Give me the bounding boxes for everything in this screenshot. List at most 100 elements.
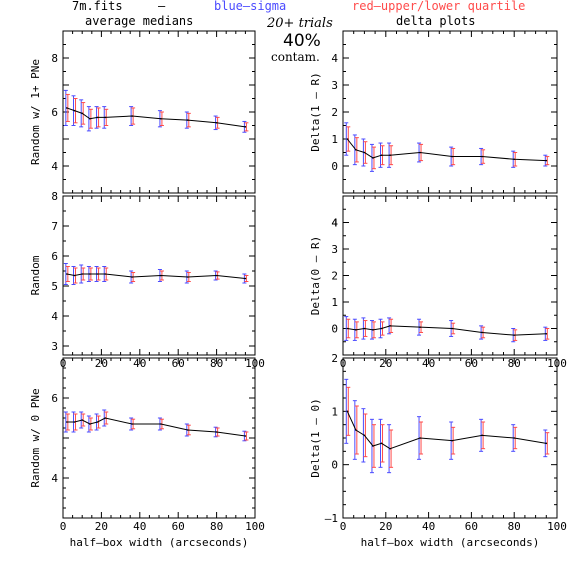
header-dash: –: [158, 0, 166, 13]
y-tick-label: 3: [51, 340, 58, 353]
data-point: [131, 115, 133, 117]
y-tick-label: 7: [51, 220, 58, 233]
blue-legend-label: blue–sigma: [214, 0, 287, 13]
y-tick-label: 6: [51, 392, 58, 405]
y-tick-label: 1: [331, 296, 338, 309]
x-tick-label: 0: [340, 520, 347, 533]
x-tick-label: 80: [210, 520, 223, 533]
data-point: [104, 273, 107, 275]
y-tick-label: 2: [331, 352, 338, 365]
data-point: [104, 116, 107, 119]
y-tick-label: 8: [51, 190, 58, 203]
data-point: [215, 431, 218, 433]
x-tick-label: 20: [379, 520, 392, 533]
data-point: [81, 112, 83, 115]
y-axis-label: Random: [29, 255, 42, 295]
y-axis-label: Delta(1 – R): [309, 72, 322, 151]
percent-label: 40%: [283, 31, 321, 51]
data-point: [380, 327, 383, 330]
data-point: [66, 421, 68, 423]
median-line: [66, 417, 246, 437]
y-tick-label: 1: [331, 405, 338, 418]
x-tick-label: 60: [465, 520, 478, 533]
data-point: [389, 325, 391, 327]
data-point: [244, 126, 247, 128]
y-tick-label: 6: [51, 250, 58, 263]
data-point: [363, 151, 366, 154]
y-tick-label: 6: [51, 106, 58, 119]
data-point: [380, 154, 383, 156]
trials-label: 20+ trials: [267, 16, 333, 31]
y-tick-label: 4: [331, 217, 338, 230]
data-point: [419, 437, 421, 439]
right-column-title: delta plots: [396, 14, 476, 28]
median-line: [66, 273, 246, 279]
data-point: [513, 437, 515, 439]
data-point: [363, 327, 366, 330]
data-point: [187, 119, 189, 121]
x-tick-label: 40: [133, 520, 146, 533]
y-axis-label: Delta(0 – R): [309, 236, 322, 315]
data-point: [372, 157, 374, 159]
data-point: [81, 273, 83, 275]
data-point: [89, 117, 91, 120]
median-line: [346, 411, 547, 450]
y-axis-label: Delta(1 – 0): [309, 398, 322, 477]
data-point: [355, 149, 357, 151]
y-tick-label: 4: [51, 310, 58, 323]
x-tick-label: 80: [508, 520, 521, 533]
x-tick-label: 100: [245, 520, 265, 533]
data-point: [215, 122, 218, 124]
data-point: [481, 331, 483, 334]
red-legend-label: red–upper/lower quartile: [352, 0, 526, 13]
y-tick-label: 8: [51, 52, 58, 65]
y-tick-label: 0: [331, 323, 338, 336]
y-tick-label: 4: [51, 472, 58, 485]
data-point: [389, 447, 391, 450]
plot-frame: [62, 30, 256, 194]
data-point: [244, 435, 247, 437]
data-point: [545, 333, 548, 335]
y-tick-label: 0: [331, 160, 338, 173]
data-point: [545, 442, 548, 445]
data-point: [73, 109, 76, 112]
data-point: [389, 154, 391, 156]
data-point: [372, 329, 374, 331]
data-point: [419, 151, 421, 154]
data-point: [81, 419, 83, 421]
data-point: [451, 155, 453, 158]
y-axis-label: Random w/ 1+ PNe: [29, 59, 42, 165]
median-line: [347, 325, 547, 336]
data-point: [346, 138, 349, 140]
data-point: [513, 334, 515, 336]
median-line: [346, 138, 547, 162]
data-point: [355, 329, 357, 331]
plot-frame: [342, 195, 558, 356]
data-point: [160, 423, 162, 425]
y-tick-label: 4: [51, 160, 58, 173]
data-point: [372, 445, 374, 447]
data-point: [89, 273, 91, 275]
data-point: [244, 277, 247, 280]
y-tick-label: 0: [331, 459, 338, 472]
data-point: [160, 274, 162, 277]
y-tick-label: 4: [331, 52, 338, 65]
y-tick-label: 3: [331, 79, 338, 92]
y-tick-label: 5: [51, 280, 58, 293]
file-name: 7m.fits: [72, 0, 123, 13]
data-point: [96, 421, 99, 423]
x-axis-label: half–box width (arcseconds): [70, 536, 249, 549]
data-point: [451, 439, 453, 442]
plot-frame: [62, 357, 256, 519]
data-point: [73, 274, 76, 277]
data-point: [545, 159, 548, 162]
data-point: [419, 326, 421, 328]
data-point: [73, 421, 76, 423]
data-point: [131, 423, 133, 425]
left-column-title: average medians: [85, 14, 194, 28]
data-point: [513, 158, 515, 161]
y-tick-label: 2: [331, 270, 338, 283]
y-tick-label: –1: [325, 512, 338, 525]
data-point: [131, 276, 133, 278]
